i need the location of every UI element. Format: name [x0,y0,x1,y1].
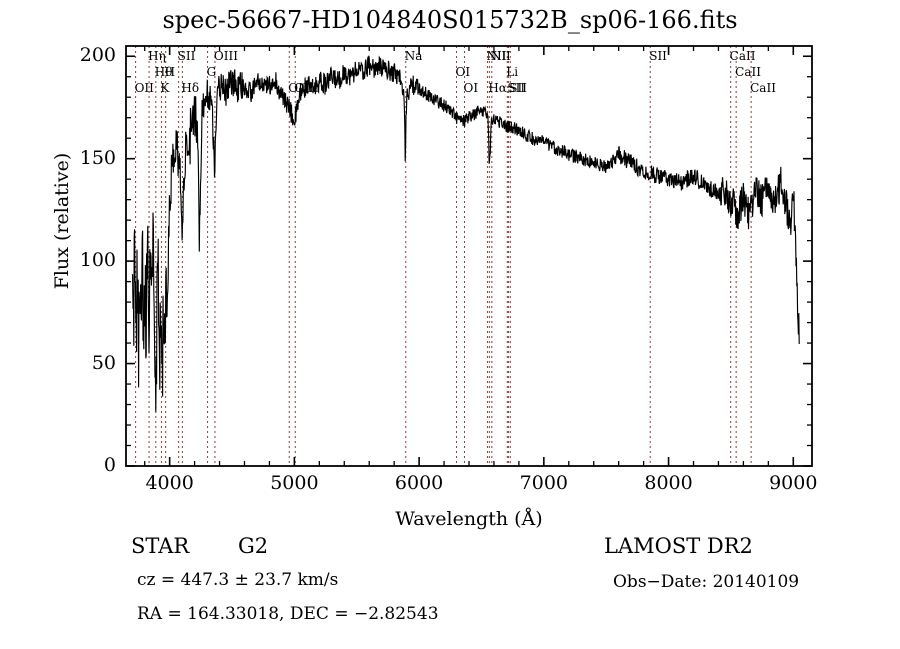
line-marker-label: SII [649,49,667,63]
line-marker-label: OIII [288,81,313,95]
line-marker-label: Li [506,65,519,79]
spectrum-trace [131,55,800,412]
line-marker-label: Hα [488,81,507,95]
footer-spectral-class: G2 [238,534,269,558]
x-tick-label: 4000 [145,472,194,494]
y-tick-label: 100 [79,249,116,272]
y-tick-label: 150 [79,146,116,169]
line-marker-label: NII [486,49,507,63]
y-axis-label: Flux (relative) [51,152,73,290]
x-tick-label: 9000 [769,472,818,494]
line-marker-label: Hδ [181,81,200,95]
line-marker-label: Hη [148,49,166,63]
line-marker-label: NII [490,49,511,63]
x-tick-label: 7000 [519,472,568,494]
footer-obs-date: Obs−Date: 20140109 [613,572,800,592]
line-marker-label: OIII [294,81,319,95]
line-marker-label: OI [463,81,479,95]
line-marker-label: CaII [735,65,761,79]
x-tick-label: 6000 [394,472,444,494]
y-tick-label: 200 [79,44,116,67]
y-tick-label: 50 [91,351,116,374]
line-marker-label: H [164,65,176,79]
footer-object-type: STAR [131,534,190,558]
page-title: spec-56667-HD104840S015732B_sp06-166.fit… [162,6,738,34]
line-marker-label: OII [134,81,154,95]
footer-cz: cz = 447.3 ± 23.7 km/s [137,570,339,590]
axes-group [125,45,813,467]
footer-survey: LAMOST DR2 [604,534,753,558]
line-marker-label: K [160,81,170,95]
x-tick-label: 8000 [644,472,693,494]
line-marker-label: Na [404,49,423,63]
y-tick-label: 0 [103,454,116,476]
footer-coords: RA = 164.33018, DEC = −2.82543 [137,604,439,624]
line-marker-label: SII [177,49,196,63]
line-marker-label: SII [507,81,526,95]
line-marker-label: OI [455,65,471,79]
line-marker-label: CaII [729,49,756,63]
line-marker-label: SII [509,81,527,95]
line-marker-label: Hθ [154,65,173,79]
line-marker-label: G [206,65,217,79]
x-tick-label: 5000 [270,472,319,494]
line-marker-label: CaII [750,81,776,95]
x-axis-label: Wavelength (Å) [395,508,543,530]
line-marker-label: OIII [213,49,238,63]
